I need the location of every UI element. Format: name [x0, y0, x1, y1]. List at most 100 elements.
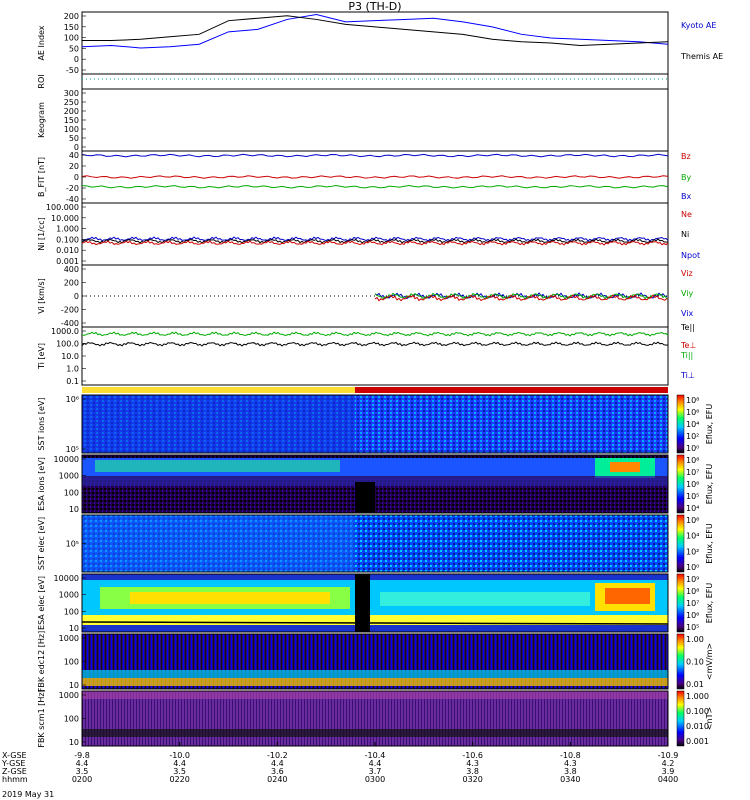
- cbar-label-sst_ion: Eflux, EFU: [705, 404, 714, 445]
- cbar-tick-esa_elec: 10⁶: [686, 611, 699, 620]
- cbar-tick-esa_elec: 10⁹: [686, 575, 699, 584]
- ylabel-roi: ROI: [37, 74, 46, 88]
- cbar-tick-sst_ion: 10²: [686, 432, 699, 441]
- panel-sst-ion-frame: [81, 394, 669, 454]
- esa-elec-low-yellow: [82, 615, 668, 625]
- ytick-bfield: 40: [69, 151, 79, 160]
- xrow-hhmm-val: 0200: [72, 775, 92, 784]
- ytick-keogram: 50: [69, 134, 79, 143]
- legend-ti-par: Ti||: [680, 351, 693, 360]
- panel-keogram-frame: [81, 88, 669, 152]
- xrow-hhmm-val: 0320: [462, 775, 482, 784]
- xrow-Y-GSE-val: 4.4: [76, 759, 89, 768]
- ytick-keogram: 300: [64, 89, 79, 98]
- ytick-density: 1.000: [56, 225, 79, 234]
- legend-viy: Viy: [681, 289, 694, 298]
- ytick-density: 100.000: [46, 203, 79, 212]
- sst-elec-slow-block: [82, 515, 355, 572]
- cbar-tick-fbk_e: 1.00: [686, 635, 704, 644]
- xrow-Z-GSE-val: 3.9: [662, 767, 675, 776]
- cbar-tick-esa_ion: 10⁴: [686, 504, 699, 513]
- ytick-temperature: 1000.0: [51, 327, 79, 336]
- ytick-temperature: 0.1: [66, 377, 79, 386]
- ytick-esa_ion: 1000: [59, 472, 79, 481]
- legend-kyoto-ae: Kyoto AE: [681, 21, 716, 30]
- fbk-scm-spectrogram: [82, 691, 668, 746]
- xrow-X-GSE-val: -10.4: [365, 751, 386, 760]
- ytick-density: 0.010: [56, 246, 79, 255]
- xrow-X-GSE-val: -9.8: [74, 751, 90, 760]
- ylabel-bfield: B_FIT [nT]: [37, 157, 46, 197]
- xrow-Y-GSE-val: 4.4: [271, 759, 284, 768]
- cbar-tick-sst_ion: 10⁸: [686, 396, 699, 405]
- ytick-ae: 150: [64, 23, 79, 32]
- cbar-tick-esa_ion: 10⁵: [686, 492, 699, 501]
- ytick-fbk_e: 10: [69, 681, 79, 690]
- ytick-ae: 100: [64, 34, 79, 43]
- legend-ni: Ni: [681, 230, 689, 239]
- ytick-velocity: 0: [74, 292, 79, 301]
- ytick-fbk_b: 1000: [59, 691, 79, 700]
- trace-te-par: [81, 341, 669, 347]
- spectrogram-group: [81, 394, 669, 747]
- esa-ion-gap: [355, 482, 375, 513]
- cbar-tick-sst_elec: 10⁴: [686, 532, 699, 541]
- xrow-Z-GSE-val: 3.6: [271, 767, 284, 776]
- line-series-group: [81, 13, 669, 347]
- colorbar-sst-elec: [676, 514, 685, 573]
- axis-text-group: AE Index200150100500-50ROIKeogram3002502…: [37, 12, 714, 748]
- legend-by: By: [681, 173, 691, 182]
- legend-bz: Bz: [681, 152, 691, 161]
- ytick-esa_elec: 10000: [54, 574, 79, 583]
- xrow-name-Y-GSE: Y-GSE: [1, 759, 25, 768]
- xrow-Y-GSE-val: 4.4: [173, 759, 186, 768]
- cbar-tick-fbk_b: 0.100: [686, 707, 709, 716]
- cbar-label-esa_elec: Eflux, EFU: [705, 583, 714, 624]
- cbar-tick-fbk_e: 0.01: [686, 680, 704, 689]
- xrow-Y-GSE-val: 4.2: [662, 759, 675, 768]
- ytick-ae: 200: [64, 12, 79, 21]
- ylabel-sst_ion: SST ions [eV]: [37, 397, 46, 450]
- cbar-label-sst_elec: Eflux, EFU: [705, 523, 714, 564]
- ytick-fbk_e: 100: [64, 658, 79, 667]
- series-ae-ThemisAE: [82, 15, 669, 46]
- mode-bar-fast: [355, 387, 668, 393]
- cbar-label-esa_ion: Eflux, EFU: [705, 464, 714, 505]
- ytick-density: 0.100: [56, 235, 79, 244]
- ytick-keogram: 200: [64, 107, 79, 116]
- ytick-esa_ion: 100: [64, 488, 79, 497]
- xrow-Y-GSE-val: 4.4: [369, 759, 382, 768]
- sst-ion-slow-block: [82, 395, 355, 453]
- ytick-sst_ion: 10⁵: [66, 445, 79, 454]
- colorbar-sst-ion: [676, 394, 685, 454]
- ytick-temperature: 10.0: [61, 352, 79, 361]
- cbar-tick-sst_elec: 10⁶: [686, 516, 699, 525]
- ytick-density: 0.001: [56, 257, 79, 266]
- ytick-keogram: 150: [64, 116, 79, 125]
- ytick-temperature: 1.0: [66, 365, 79, 374]
- xrow-Y-GSE-val: 4.3: [466, 759, 479, 768]
- ytick-bfield: -40: [66, 195, 79, 204]
- fbk-edc-low-band: [82, 678, 668, 686]
- cbar-tick-sst_ion: 10⁶: [686, 408, 699, 417]
- xrow-Z-GSE-val: 3.5: [173, 767, 186, 776]
- esa-elec-band-mid: [380, 592, 590, 606]
- ytick-ae: 0: [74, 55, 79, 64]
- cbar-tick-esa_ion: 10⁶: [686, 480, 699, 489]
- xrow-X-GSE-val: -10.9: [658, 751, 679, 760]
- ytick-keogram: 100: [64, 125, 79, 134]
- fbk-scm-top-band: [82, 691, 668, 699]
- ytick-temperature: 100.0: [56, 340, 79, 349]
- series-bfield-Bz: [81, 175, 669, 179]
- colorbar-group: [676, 394, 685, 747]
- cbar-tick-sst_ion: 10⁰: [686, 444, 699, 453]
- ytick-esa_elec: 10: [69, 624, 79, 633]
- xrow-name-Z-GSE: Z-GSE: [2, 767, 27, 776]
- cbar-tick-esa_elec: 10⁷: [686, 599, 699, 608]
- ytick-keogram: 0: [74, 143, 79, 152]
- xrow-Z-GSE-val: 3.7: [369, 767, 382, 776]
- panel-frames: [81, 11, 669, 386]
- panel-ae-frame: [81, 11, 669, 75]
- xrow-hhmm-val: 0240: [267, 775, 287, 784]
